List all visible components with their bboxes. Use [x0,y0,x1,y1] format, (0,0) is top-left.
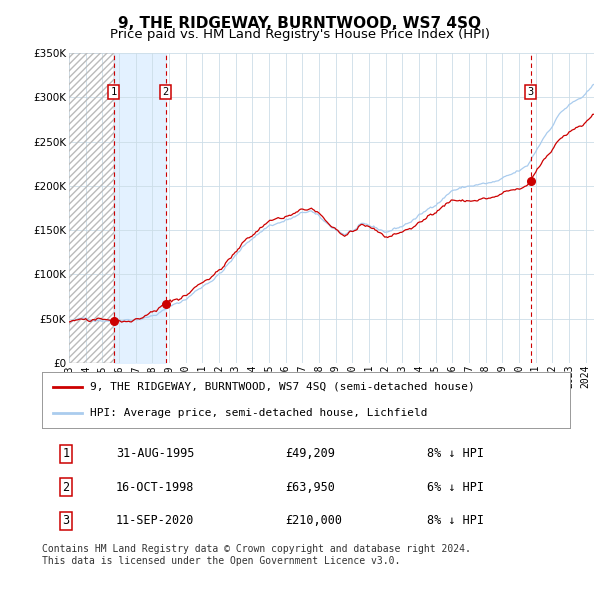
Text: 9, THE RIDGEWAY, BURNTWOOD, WS7 4SQ: 9, THE RIDGEWAY, BURNTWOOD, WS7 4SQ [119,16,482,31]
Text: 8% ↓ HPI: 8% ↓ HPI [427,447,484,460]
Text: HPI: Average price, semi-detached house, Lichfield: HPI: Average price, semi-detached house,… [89,408,427,418]
Text: £210,000: £210,000 [285,514,342,527]
Text: 31-AUG-1995: 31-AUG-1995 [116,447,194,460]
Text: 8% ↓ HPI: 8% ↓ HPI [427,514,484,527]
Text: 9, THE RIDGEWAY, BURNTWOOD, WS7 4SQ (semi-detached house): 9, THE RIDGEWAY, BURNTWOOD, WS7 4SQ (sem… [89,382,474,392]
Text: 16-OCT-1998: 16-OCT-1998 [116,481,194,494]
Text: £49,209: £49,209 [285,447,335,460]
Text: Price paid vs. HM Land Registry's House Price Index (HPI): Price paid vs. HM Land Registry's House … [110,28,490,41]
Text: 3: 3 [528,87,534,97]
Text: 11-SEP-2020: 11-SEP-2020 [116,514,194,527]
Text: 1: 1 [110,87,116,97]
Text: £63,950: £63,950 [285,481,335,494]
Text: 2: 2 [62,481,70,494]
Text: 2: 2 [163,87,169,97]
Text: Contains HM Land Registry data © Crown copyright and database right 2024.
This d: Contains HM Land Registry data © Crown c… [42,544,471,566]
Text: 6% ↓ HPI: 6% ↓ HPI [427,481,484,494]
Text: 1: 1 [62,447,70,460]
Text: 3: 3 [62,514,70,527]
